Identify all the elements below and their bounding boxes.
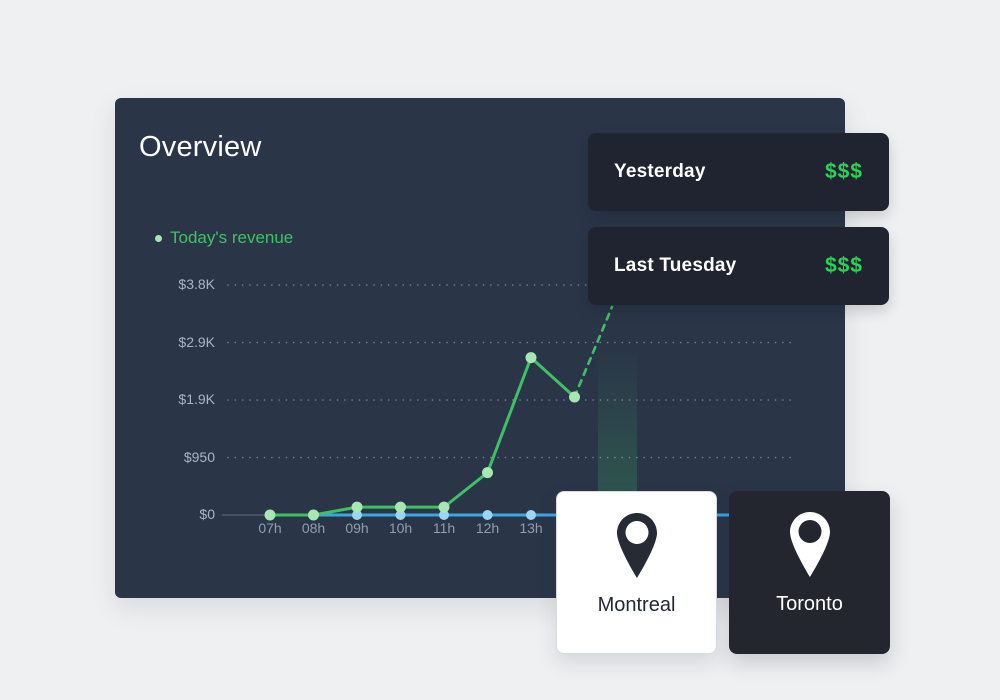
baseline-point xyxy=(482,510,493,520)
today-revenue-point xyxy=(264,509,276,521)
location-card-toronto[interactable]: Toronto xyxy=(729,491,890,654)
chart-legend: Today's revenue xyxy=(155,228,293,248)
summary-card-value: $$$ xyxy=(824,254,863,277)
projection-glow xyxy=(598,350,637,491)
x-tick-label: 13h xyxy=(519,520,543,536)
summary-card-yesterday[interactable]: Yesterday $$$ xyxy=(588,133,889,211)
x-tick-label: 10h xyxy=(388,520,413,536)
location-card-montreal[interactable]: Montreal xyxy=(556,491,717,654)
page-title: Overview xyxy=(139,131,262,163)
summary-card-label: Last Tuesday xyxy=(614,255,737,276)
location-name: Montreal xyxy=(597,594,676,616)
today-revenue-line xyxy=(268,356,576,517)
y-tick-label: $3.8K xyxy=(178,276,215,292)
baseline-point xyxy=(395,510,406,520)
location-name: Toronto xyxy=(776,593,843,615)
today-revenue-point xyxy=(525,352,537,364)
x-tick-label: 12h xyxy=(475,520,500,536)
y-tick-label: $1.9K xyxy=(178,391,215,407)
summary-card-label: Yesterday xyxy=(614,161,706,182)
x-tick-label: 08h xyxy=(301,520,326,536)
y-tick-label: $2.9K xyxy=(178,333,215,350)
legend-label: Today's revenue xyxy=(170,228,294,247)
today-revenue-point xyxy=(438,501,450,513)
map-pin-icon xyxy=(616,513,657,578)
today-revenue-point xyxy=(351,501,363,513)
today-revenue-point xyxy=(569,391,580,403)
baseline-point xyxy=(439,510,449,520)
y-tick-label: $0 xyxy=(199,506,215,522)
today-revenue-point xyxy=(308,509,319,521)
revenue-chart xyxy=(222,284,793,521)
baseline-point xyxy=(352,510,362,520)
y-tick-label: $950 xyxy=(183,448,215,465)
legend-bullet-icon xyxy=(155,234,162,242)
x-tick-label: 07h xyxy=(258,520,282,536)
map-pin-icon xyxy=(789,512,830,577)
today-revenue-point xyxy=(395,501,406,513)
x-tick-label: 09h xyxy=(345,520,369,536)
summary-card-value: $$$ xyxy=(824,160,863,183)
today-revenue-point xyxy=(482,467,493,479)
x-tick-label: 11h xyxy=(432,520,456,536)
baseline-point xyxy=(526,510,536,520)
summary-card-last-tuesday[interactable]: Last Tuesday $$$ xyxy=(588,227,889,305)
projection-dashed-line xyxy=(573,305,614,399)
